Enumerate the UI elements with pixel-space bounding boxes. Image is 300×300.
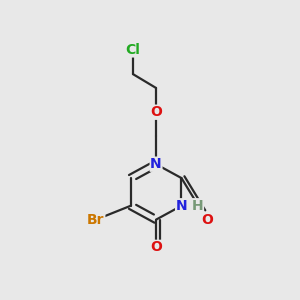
Text: N: N — [150, 157, 162, 171]
Text: Br: Br — [87, 213, 105, 226]
Text: H: H — [192, 199, 203, 213]
Text: O: O — [201, 213, 213, 226]
Text: O: O — [150, 105, 162, 119]
Text: Cl: Cl — [125, 43, 140, 57]
Text: O: O — [150, 240, 162, 254]
Text: N: N — [176, 199, 187, 213]
